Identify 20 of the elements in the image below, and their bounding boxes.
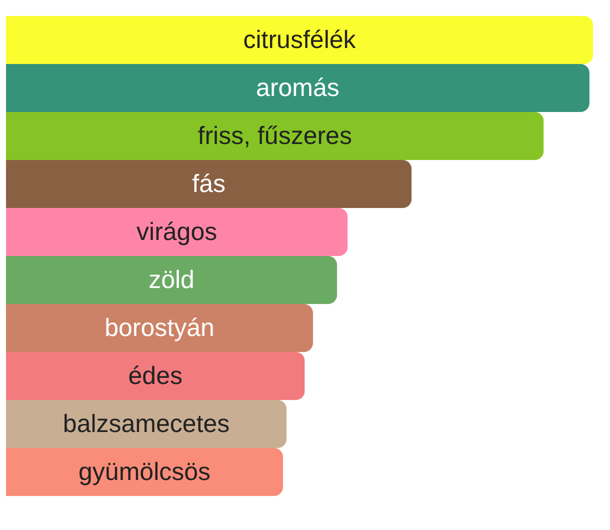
bar [6, 160, 412, 208]
y-tick-label: gyümölcsös [78, 458, 211, 486]
y-tick-label: citrusfélék [243, 26, 356, 54]
y-tick-label: friss, fűszeres [198, 122, 352, 150]
bar [6, 352, 305, 400]
y-tick-label: édes [128, 362, 182, 390]
bar [6, 208, 348, 256]
y-tick-label: fás [192, 170, 226, 198]
y-tick-label: borostyán [104, 314, 214, 342]
bar [6, 112, 544, 160]
y-tick-label: zöld [148, 266, 194, 294]
y-tick-label: balzsamecetes [62, 410, 230, 438]
bar [6, 16, 593, 64]
bar [6, 448, 284, 496]
y-tick-label: virágos [136, 218, 218, 246]
bar [6, 304, 313, 352]
bar [6, 400, 287, 448]
bar [6, 64, 590, 112]
y-tick-label: aromás [256, 74, 340, 102]
bar [6, 256, 338, 304]
